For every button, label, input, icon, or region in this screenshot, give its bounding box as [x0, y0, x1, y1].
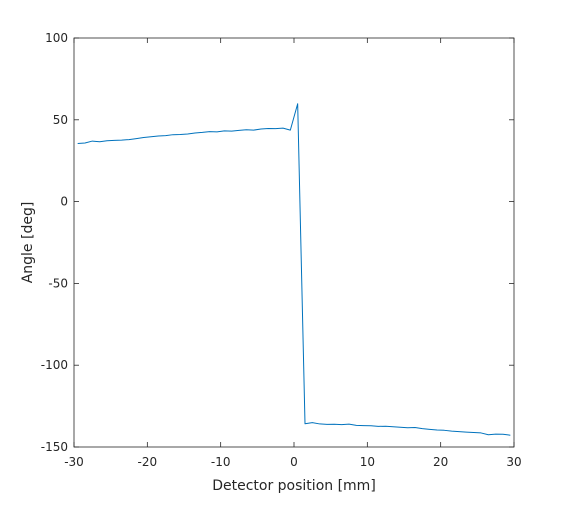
x-axis-ticks: -30 -20 -10 0 10 20 30: [64, 38, 522, 469]
x-tick-label: 30: [506, 455, 521, 469]
y-axis-ticks: -150 -100 -50 0 50 100: [41, 31, 514, 454]
y-axis-label: Angle [deg]: [20, 202, 36, 284]
y-tick-label: -100: [41, 358, 68, 372]
x-tick-label: 10: [360, 455, 375, 469]
plot-area-background: [74, 38, 514, 447]
x-tick-label: 20: [433, 455, 448, 469]
x-tick-label: -30: [64, 455, 84, 469]
y-tick-label: 100: [45, 31, 68, 45]
y-tick-label: -50: [48, 276, 68, 290]
y-tick-label: 50: [53, 113, 68, 127]
x-tick-label: 0: [290, 455, 298, 469]
y-tick-label: -150: [41, 440, 68, 454]
series-line: [77, 103, 511, 436]
series-layer: [77, 103, 511, 436]
x-tick-label: -10: [211, 455, 231, 469]
x-axis-label: Detector position [mm]: [212, 478, 376, 494]
y-tick-label: 0: [60, 195, 68, 209]
x-tick-label: -20: [138, 455, 158, 469]
